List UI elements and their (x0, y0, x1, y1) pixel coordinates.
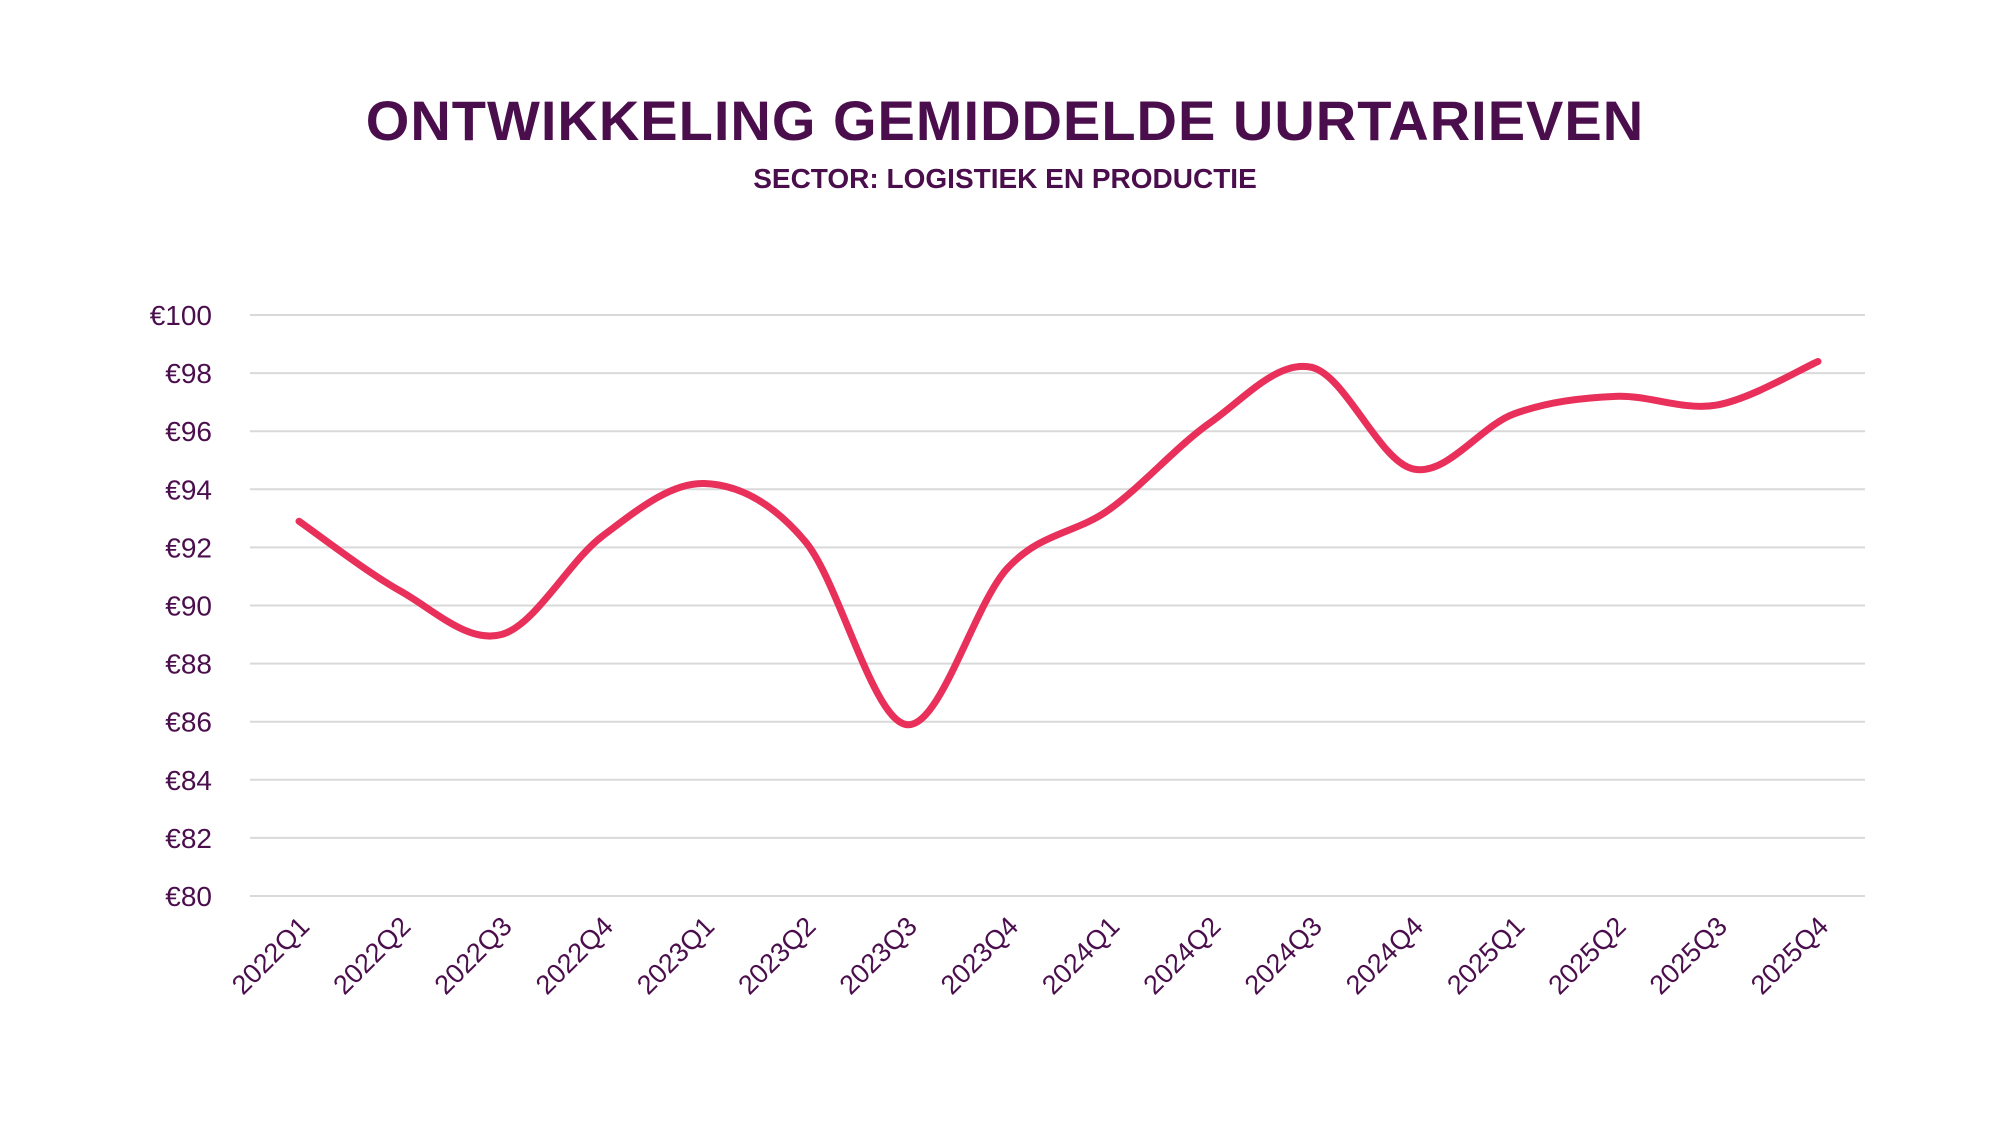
x-tick-label: 2022Q3 (429, 911, 518, 1000)
y-tick-label: €84 (165, 765, 212, 796)
y-tick-label: €94 (165, 474, 212, 505)
x-tick-label: 2023Q4 (935, 911, 1024, 1000)
y-tick-label: €90 (165, 591, 212, 622)
y-tick-label: €80 (165, 881, 212, 912)
chart-title: ONTWIKKELING GEMIDDELDE UURTARIEVEN (365, 89, 1645, 152)
series-line (295, 357, 1822, 729)
x-tick-label: 2025Q4 (1745, 911, 1834, 1000)
x-tick-label: 2024Q4 (1340, 911, 1429, 1000)
x-tick-label: 2025Q1 (1441, 911, 1530, 1000)
y-tick-label: €82 (165, 823, 212, 854)
x-tick-label: 2023Q2 (732, 911, 821, 1000)
y-tick-label: €92 (165, 532, 212, 563)
x-tick-label: 2023Q3 (834, 911, 923, 1000)
x-tick-label: 2023Q1 (631, 911, 720, 1000)
x-tick-label: 2024Q3 (1239, 911, 1328, 1000)
x-tick-label: 2022Q1 (226, 911, 315, 1000)
x-tick-label: 2025Q2 (1543, 911, 1632, 1000)
chart-subtitle: SECTOR: LOGISTIEK EN PRODUCTIE (753, 163, 1257, 194)
y-tick-label: €96 (165, 416, 212, 447)
y-tick-label: €88 (165, 649, 212, 680)
x-tick-label: 2024Q1 (1036, 911, 1125, 1000)
x-tick-label: 2024Q2 (1137, 911, 1226, 1000)
x-tick-label: 2022Q4 (530, 911, 619, 1000)
x-tick-label: 2025Q3 (1644, 911, 1733, 1000)
y-tick-label: €98 (165, 358, 212, 389)
y-tick-label: €86 (165, 707, 212, 738)
y-tick-label: €100 (150, 300, 212, 331)
x-tick-label: 2022Q2 (327, 911, 416, 1000)
